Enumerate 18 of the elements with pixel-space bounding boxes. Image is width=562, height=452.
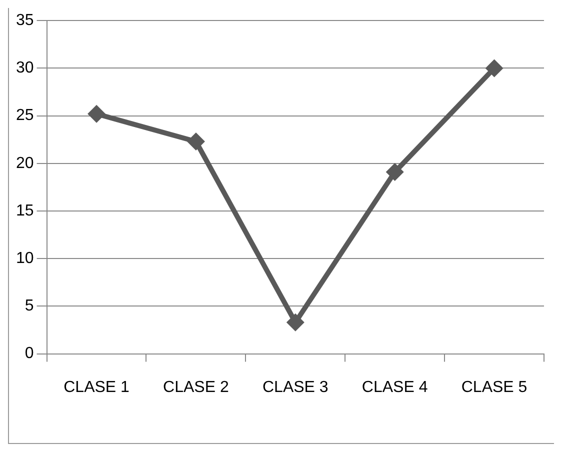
y-tick-label: 30: [16, 60, 34, 77]
y-tick-label: 0: [24, 345, 34, 362]
y-tick-label: 20: [16, 154, 34, 172]
x-tick-label: CLASE 4: [362, 378, 428, 396]
y-tick-label: 15: [16, 202, 34, 220]
point: [88, 104, 106, 123]
point: [386, 162, 404, 181]
point: [286, 313, 304, 332]
x-tick-label: CLASE 2: [163, 378, 229, 396]
y-tick-label: 25: [16, 107, 34, 124]
y-tick-label: 5: [24, 298, 34, 315]
point: [485, 59, 504, 78]
x-tick-label: CLASE 5: [461, 378, 528, 396]
point: [186, 132, 205, 151]
x-tick-label: CLASE 3: [262, 378, 328, 396]
y-tick-label: 10: [16, 250, 34, 268]
y-tick-label: 35: [16, 12, 34, 30]
x-tick-label: CLASE 1: [64, 378, 130, 396]
